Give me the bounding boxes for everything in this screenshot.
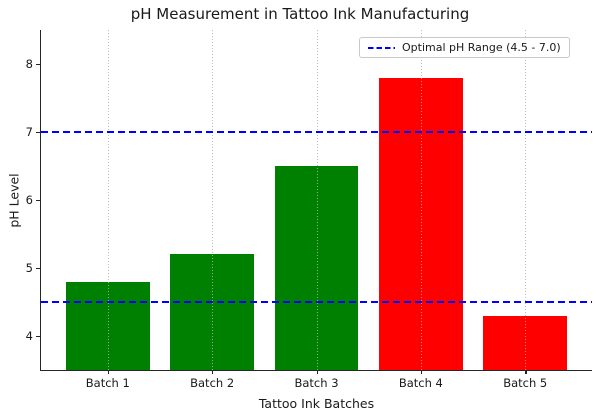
y-axis-spine [40,30,42,370]
y-axis-label: pH Level [6,173,22,228]
x-tick-label: Batch 2 [190,376,235,390]
chart-title: pH Measurement in Tattoo Ink Manufacturi… [130,5,470,23]
x-tick-mark [316,370,318,374]
gridline [212,30,214,370]
x-tick-label: Batch 4 [398,376,443,390]
y-tick-mark [36,335,40,337]
x-axis-label: Tattoo Ink Batches [258,396,375,411]
x-tick-mark [420,370,423,374]
dashed-line-icon [368,46,395,49]
y-tick-label: 8 [25,56,33,71]
x-tick-mark [212,370,214,374]
optimal-ph-upper-line [41,131,592,133]
y-tick-label: 7 [25,124,33,139]
gridline [107,30,109,370]
y-tick-mark [36,199,40,201]
gridline [420,30,422,370]
y-tick-mark [36,267,40,269]
legend: Optimal pH Range (4.5 - 7.0) [359,37,570,58]
y-tick-mark [36,63,40,65]
legend-label: Optimal pH Range (4.5 - 7.0) [402,41,561,54]
x-tick-mark [107,370,110,374]
y-tick-label: 4 [25,328,33,343]
x-tick-label: Batch 5 [503,376,548,390]
x-tick-label: Batch 1 [85,376,130,390]
y-tick-mark [36,131,40,133]
x-tick-label: Batch 3 [294,376,339,390]
bar-batch-3 [274,166,359,370]
gridline [525,30,527,370]
optimal-ph-lower-line [41,301,592,303]
x-axis-spine [40,369,592,371]
y-tick-label: 5 [25,260,33,275]
y-tick-label: 6 [25,192,33,207]
x-tick-mark [525,370,527,374]
bar-batch-2 [170,254,254,370]
gridline [316,30,318,370]
plot-area: Batch 1 Batch 2 Batch 3 Batch 4 Batch 5 4 5 6 7 8 [26,30,592,390]
bar-batch-1 [66,281,150,370]
